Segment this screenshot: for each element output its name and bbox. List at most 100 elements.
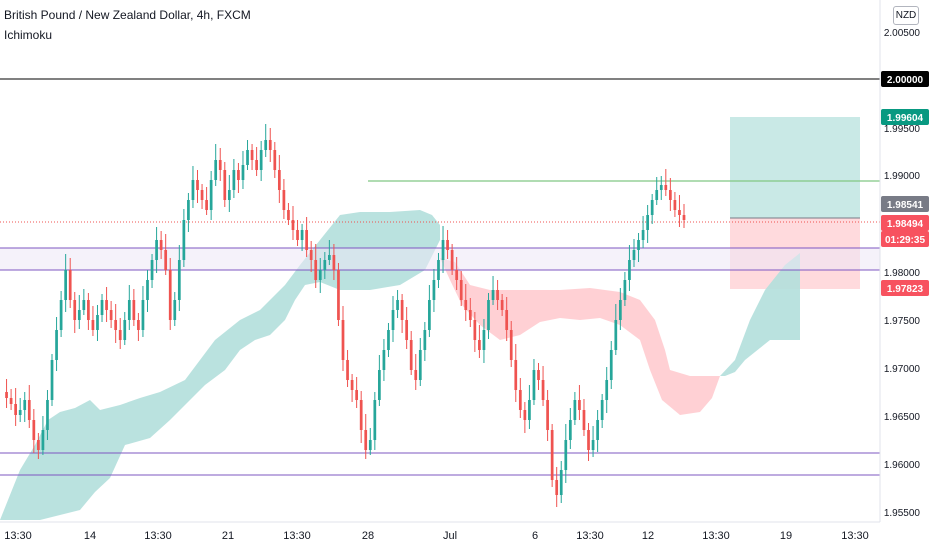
last-price-tag[interactable] [881,215,929,231]
candle-body[interactable] [400,300,404,320]
candle-body[interactable] [123,320,127,340]
candle-body[interactable] [623,280,627,300]
candle-body[interactable] [68,270,72,300]
candle-body[interactable] [146,280,149,300]
candle-body[interactable] [59,300,63,330]
candle-body[interactable] [659,185,663,190]
candle-body[interactable] [237,170,240,180]
target-price-tag[interactable] [881,109,929,125]
candle-body[interactable] [55,330,58,360]
candle-body[interactable] [191,180,195,200]
candle-body[interactable] [318,270,322,280]
candle-body[interactable] [487,300,490,330]
profit-zone[interactable] [730,117,860,218]
candle-body[interactable] [496,290,499,300]
level-2-00000-tag[interactable] [881,71,929,87]
candle-body[interactable] [568,420,572,440]
candle-body[interactable] [614,320,618,350]
candle-body[interactable] [287,210,290,220]
candle-body[interactable] [632,250,636,260]
candle-body[interactable] [582,410,586,430]
candle-body[interactable] [509,330,513,360]
candle-body[interactable] [341,320,345,360]
candle-body[interactable] [73,300,77,320]
candle-body[interactable] [246,150,249,165]
candle-body[interactable] [368,440,372,450]
candle-body[interactable] [596,420,599,440]
candle-body[interactable] [87,300,90,320]
candle-body[interactable] [282,190,286,210]
candle-body[interactable] [196,180,199,190]
candle-body[interactable] [668,190,672,200]
candle-body[interactable] [682,215,686,220]
candle-body[interactable] [187,200,190,220]
candle-body[interactable] [164,250,168,270]
candle-body[interactable] [587,430,590,450]
candle-body[interactable] [232,170,236,190]
candle-body[interactable] [182,220,186,260]
countdown-tag[interactable] [881,231,929,247]
candle-body[interactable] [155,240,158,260]
candle-body[interactable] [628,260,631,280]
candle-body[interactable] [391,310,395,330]
candle-body[interactable] [382,350,386,370]
candle-body[interactable] [227,190,231,200]
candle-body[interactable] [432,280,436,300]
candle-body[interactable] [459,280,463,300]
candle-body[interactable] [455,270,459,280]
candle-body[interactable] [514,360,518,390]
candle-body[interactable] [559,470,563,495]
candle-body[interactable] [655,190,659,200]
candle-body[interactable] [528,400,531,420]
candle-body[interactable] [428,300,431,330]
candle-body[interactable] [23,400,27,410]
candle-body[interactable] [82,300,86,310]
candle-body[interactable] [37,440,40,450]
candle-body[interactable] [77,310,81,320]
candle-body[interactable] [482,330,486,350]
candle-body[interactable] [41,430,45,450]
candle-body[interactable] [396,300,399,310]
candle-body[interactable] [500,300,504,310]
candle-body[interactable] [441,240,445,260]
candle-body[interactable] [27,400,31,420]
candle-body[interactable] [378,370,381,400]
candle-body[interactable] [305,230,308,250]
candle-body[interactable] [600,400,604,420]
candle-body[interactable] [150,260,154,280]
candle-body[interactable] [578,400,581,410]
candle-body[interactable] [64,270,68,300]
candle-body[interactable] [277,170,281,190]
candle-body[interactable] [446,240,449,250]
candle-body[interactable] [478,340,481,350]
candle-body[interactable] [350,380,354,390]
candle-body[interactable] [387,330,390,350]
candle-body[interactable] [591,440,595,450]
candle-body[interactable] [200,190,204,200]
candle-body[interactable] [300,230,304,240]
candle-body[interactable] [664,185,668,190]
candle-body[interactable] [332,255,336,270]
candle-body[interactable] [523,410,527,420]
candle-body[interactable] [105,300,108,310]
candle-body[interactable] [641,230,645,240]
candle-body[interactable] [177,260,181,300]
candle-body[interactable] [96,315,99,330]
candle-body[interactable] [327,255,331,260]
candle-body[interactable] [214,160,218,180]
candle-body[interactable] [273,150,277,170]
candle-body[interactable] [678,210,681,215]
candle-body[interactable] [18,410,22,415]
candle-body[interactable] [168,270,172,320]
candle-body[interactable] [109,310,113,320]
candle-body[interactable] [532,370,536,400]
candle-body[interactable] [296,230,299,240]
candle-body[interactable] [609,350,613,380]
candle-body[interactable] [414,370,418,380]
candle-body[interactable] [364,430,368,450]
candle-body[interactable] [9,398,13,404]
candle-body[interactable] [418,350,422,380]
indicator-legend[interactable]: Ichimoku [4,28,53,42]
candle-body[interactable] [118,330,122,340]
